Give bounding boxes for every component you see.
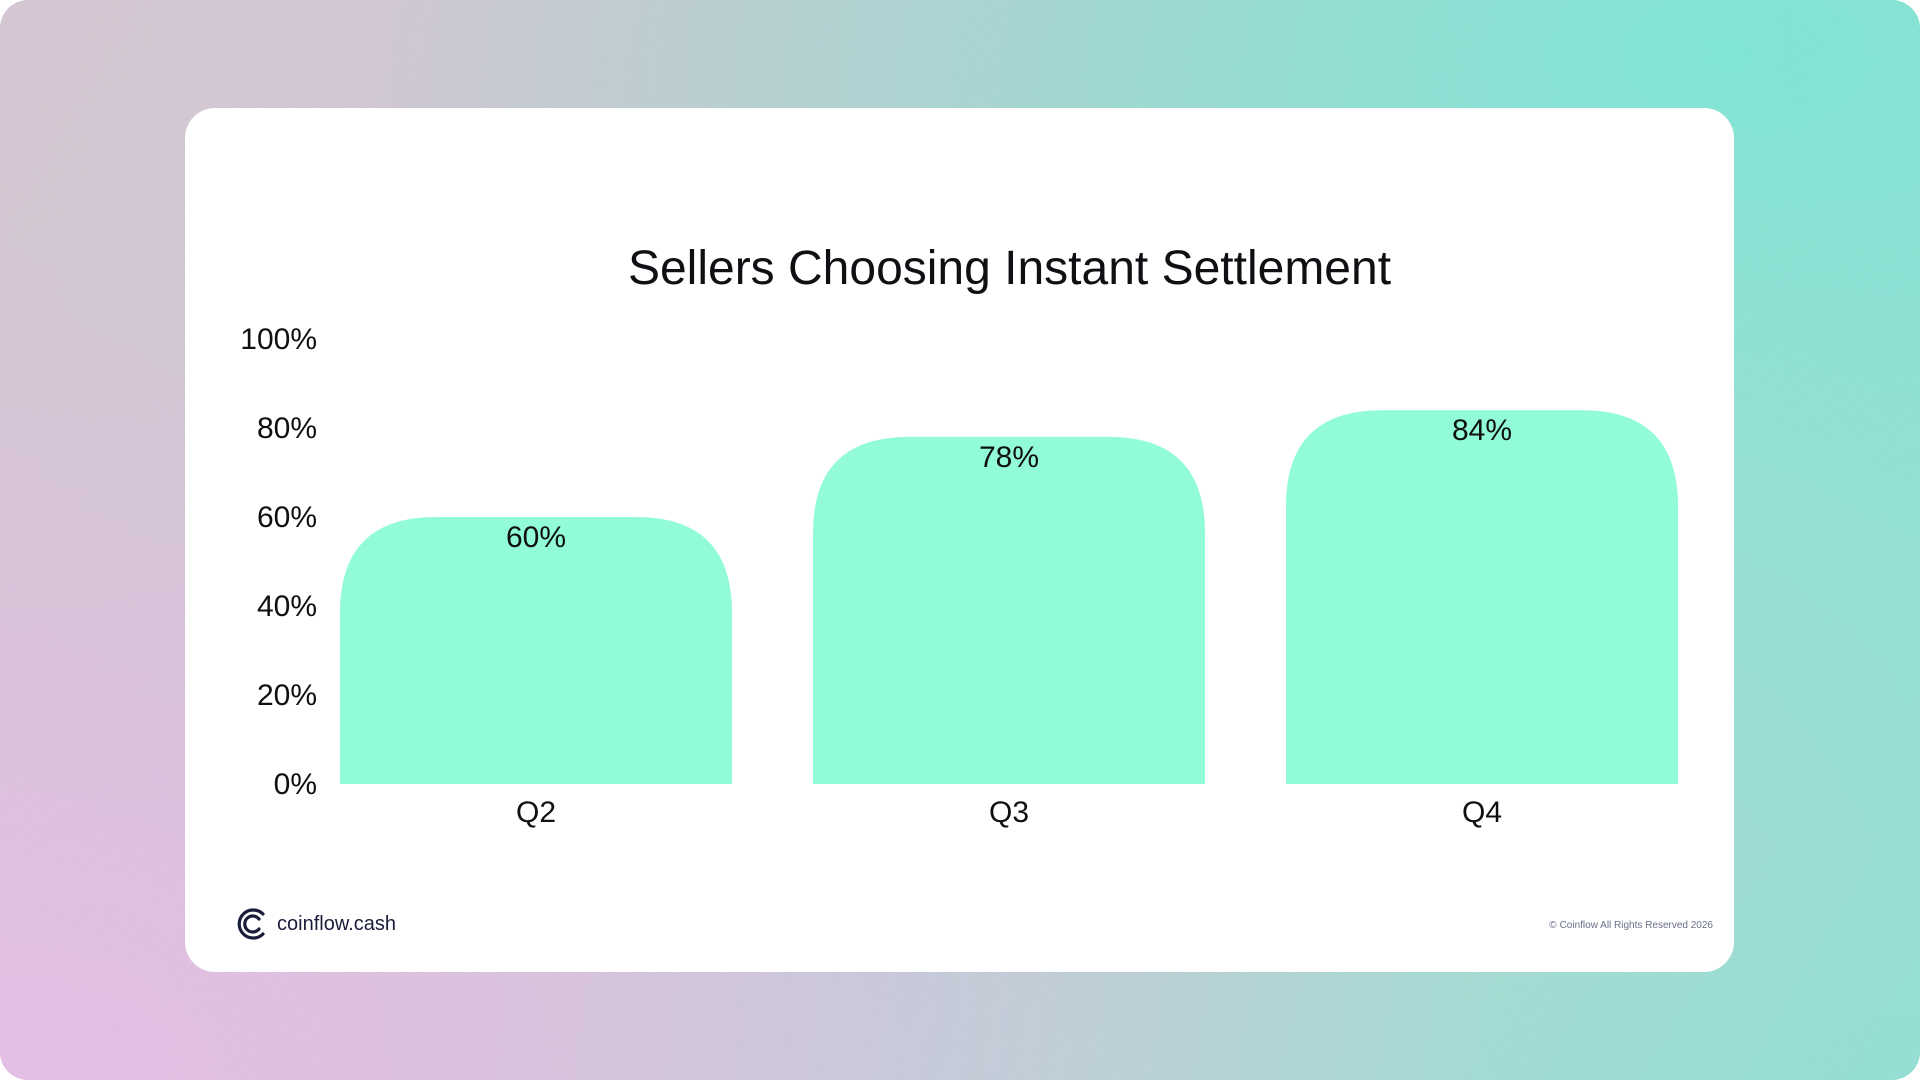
brand-footer: coinflow.cash <box>233 906 396 942</box>
bar-q4 <box>1286 410 1678 784</box>
chart-card: Sellers Choosing Instant Settlement 0% 20… <box>185 108 1734 972</box>
y-tick-label: 0% <box>274 768 317 801</box>
bar-q3 <box>813 436 1205 784</box>
brand-name: coinflow.cash <box>277 912 396 935</box>
y-tick-label: 100% <box>240 323 317 356</box>
x-axis: Q2 Q3 Q4 <box>516 796 1502 829</box>
x-tick-label: Q2 <box>516 796 556 829</box>
y-tick-label: 60% <box>257 501 317 534</box>
bar-chart: Sellers Choosing Instant Settlement 0% 20… <box>240 242 1678 829</box>
data-label: 78% <box>979 441 1039 474</box>
y-tick-label: 20% <box>257 679 317 712</box>
data-label: 84% <box>1452 414 1512 447</box>
y-axis: 0% 20% 40% 60% 80% 100% <box>240 323 317 801</box>
chart-title: Sellers Choosing Instant Settlement <box>628 242 1391 295</box>
y-tick-label: 40% <box>257 590 317 623</box>
copyright-notice: © Coinflow All Rights Reserved 2026 <box>1549 920 1713 931</box>
bar-q2 <box>340 517 732 784</box>
x-tick-label: Q4 <box>1462 796 1502 829</box>
copyright-icon: © <box>1549 920 1557 931</box>
x-tick-label: Q3 <box>989 796 1029 829</box>
bars-group: 60% 78% 84% <box>340 410 1678 784</box>
copyright-text: Coinflow All Rights Reserved 2026 <box>1559 920 1713 931</box>
y-tick-label: 80% <box>257 412 317 445</box>
data-label: 60% <box>506 521 566 554</box>
coinflow-logo-icon <box>237 908 265 940</box>
